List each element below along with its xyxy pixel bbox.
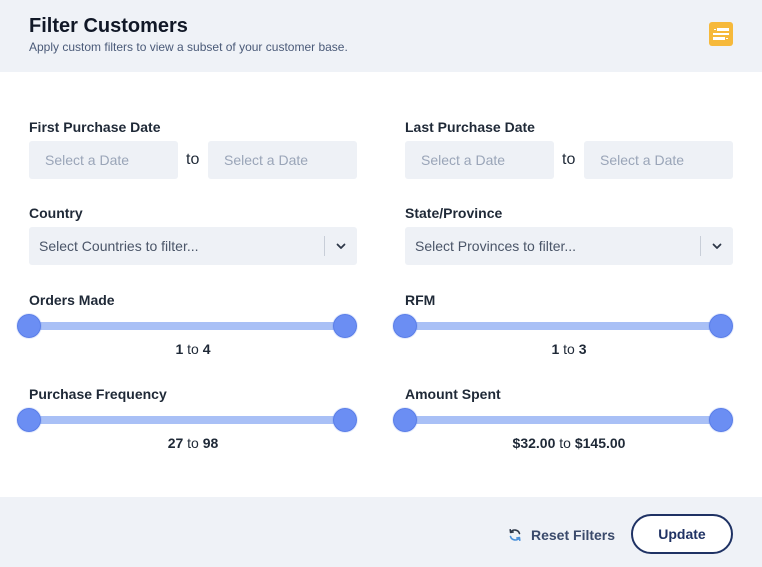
page-subtitle: Apply custom filters to view a subset of… (29, 40, 348, 54)
range-min-value: $32.00 (512, 435, 556, 451)
range-max-value: 98 (202, 435, 219, 451)
range-min-value: 1 (175, 341, 184, 357)
last-purchase-to-text: to (562, 151, 576, 168)
range-to-text: to (559, 435, 571, 451)
slider-track[interactable] (405, 416, 721, 424)
rfm-range: 1 to 3 (405, 341, 733, 357)
slider-max-handle[interactable] (709, 314, 733, 338)
slider-max-handle[interactable] (709, 408, 733, 432)
country-label: Country (29, 205, 83, 221)
slider-track[interactable] (29, 416, 345, 424)
refresh-icon (509, 529, 521, 541)
amount-spent-slider[interactable] (393, 408, 733, 432)
last-purchase-to-input[interactable]: Select a Date (584, 141, 733, 179)
page-title: Filter Customers (29, 15, 188, 37)
purchase-frequency-range: 27 to 98 (29, 435, 357, 451)
amount-spent-range: $32.00 to $145.00 (405, 435, 733, 451)
orders-made-range: 1 to 4 (29, 341, 357, 357)
country-select-placeholder: Select Countries to filter... (39, 238, 199, 254)
range-to-text: to (187, 341, 199, 357)
select-divider (324, 236, 325, 256)
slider-min-handle[interactable] (17, 314, 41, 338)
amount-spent-label: Amount Spent (405, 386, 501, 402)
range-max-value: 4 (202, 341, 211, 357)
rfm-label: RFM (405, 292, 436, 308)
slider-track[interactable] (405, 322, 721, 330)
filter-settings-icon[interactable] (709, 22, 733, 46)
range-to-text: to (563, 341, 575, 357)
purchase-frequency-slider[interactable] (17, 408, 357, 432)
chevron-down-icon[interactable] (711, 240, 723, 252)
orders-made-slider[interactable] (17, 314, 357, 338)
first-purchase-to-text: to (186, 151, 200, 168)
select-divider (700, 236, 701, 256)
slider-min-handle[interactable] (393, 408, 417, 432)
reset-filters-label: Reset Filters (531, 527, 616, 543)
range-to-text: to (187, 435, 199, 451)
slider-min-handle[interactable] (393, 314, 417, 338)
slider-min-handle[interactable] (17, 408, 41, 432)
state-province-select[interactable]: Select Provinces to filter... (405, 227, 733, 265)
last-purchase-date-label: Last Purchase Date (405, 119, 535, 135)
range-max-value: 3 (578, 341, 587, 357)
slider-max-handle[interactable] (333, 314, 357, 338)
chevron-down-icon[interactable] (335, 240, 347, 252)
orders-made-label: Orders Made (29, 292, 115, 308)
state-province-label: State/Province (405, 205, 503, 221)
range-min-value: 27 (167, 435, 184, 451)
range-max-value: $145.00 (574, 435, 626, 451)
first-purchase-to-input[interactable]: Select a Date (208, 141, 357, 179)
reset-filters-button[interactable]: Reset Filters (507, 527, 615, 543)
state-select-placeholder: Select Provinces to filter... (415, 238, 577, 254)
slider-max-handle[interactable] (333, 408, 357, 432)
first-purchase-from-input[interactable]: Select a Date (29, 141, 178, 179)
header: Filter Customers Apply custom filters to… (0, 0, 762, 72)
rfm-slider[interactable] (393, 314, 733, 338)
update-button[interactable]: Update (631, 514, 733, 554)
range-min-value: 1 (551, 341, 560, 357)
purchase-frequency-label: Purchase Frequency (29, 386, 167, 402)
last-purchase-from-input[interactable]: Select a Date (405, 141, 554, 179)
country-select[interactable]: Select Countries to filter... (29, 227, 357, 265)
slider-track[interactable] (29, 322, 345, 330)
first-purchase-date-label: First Purchase Date (29, 119, 161, 135)
